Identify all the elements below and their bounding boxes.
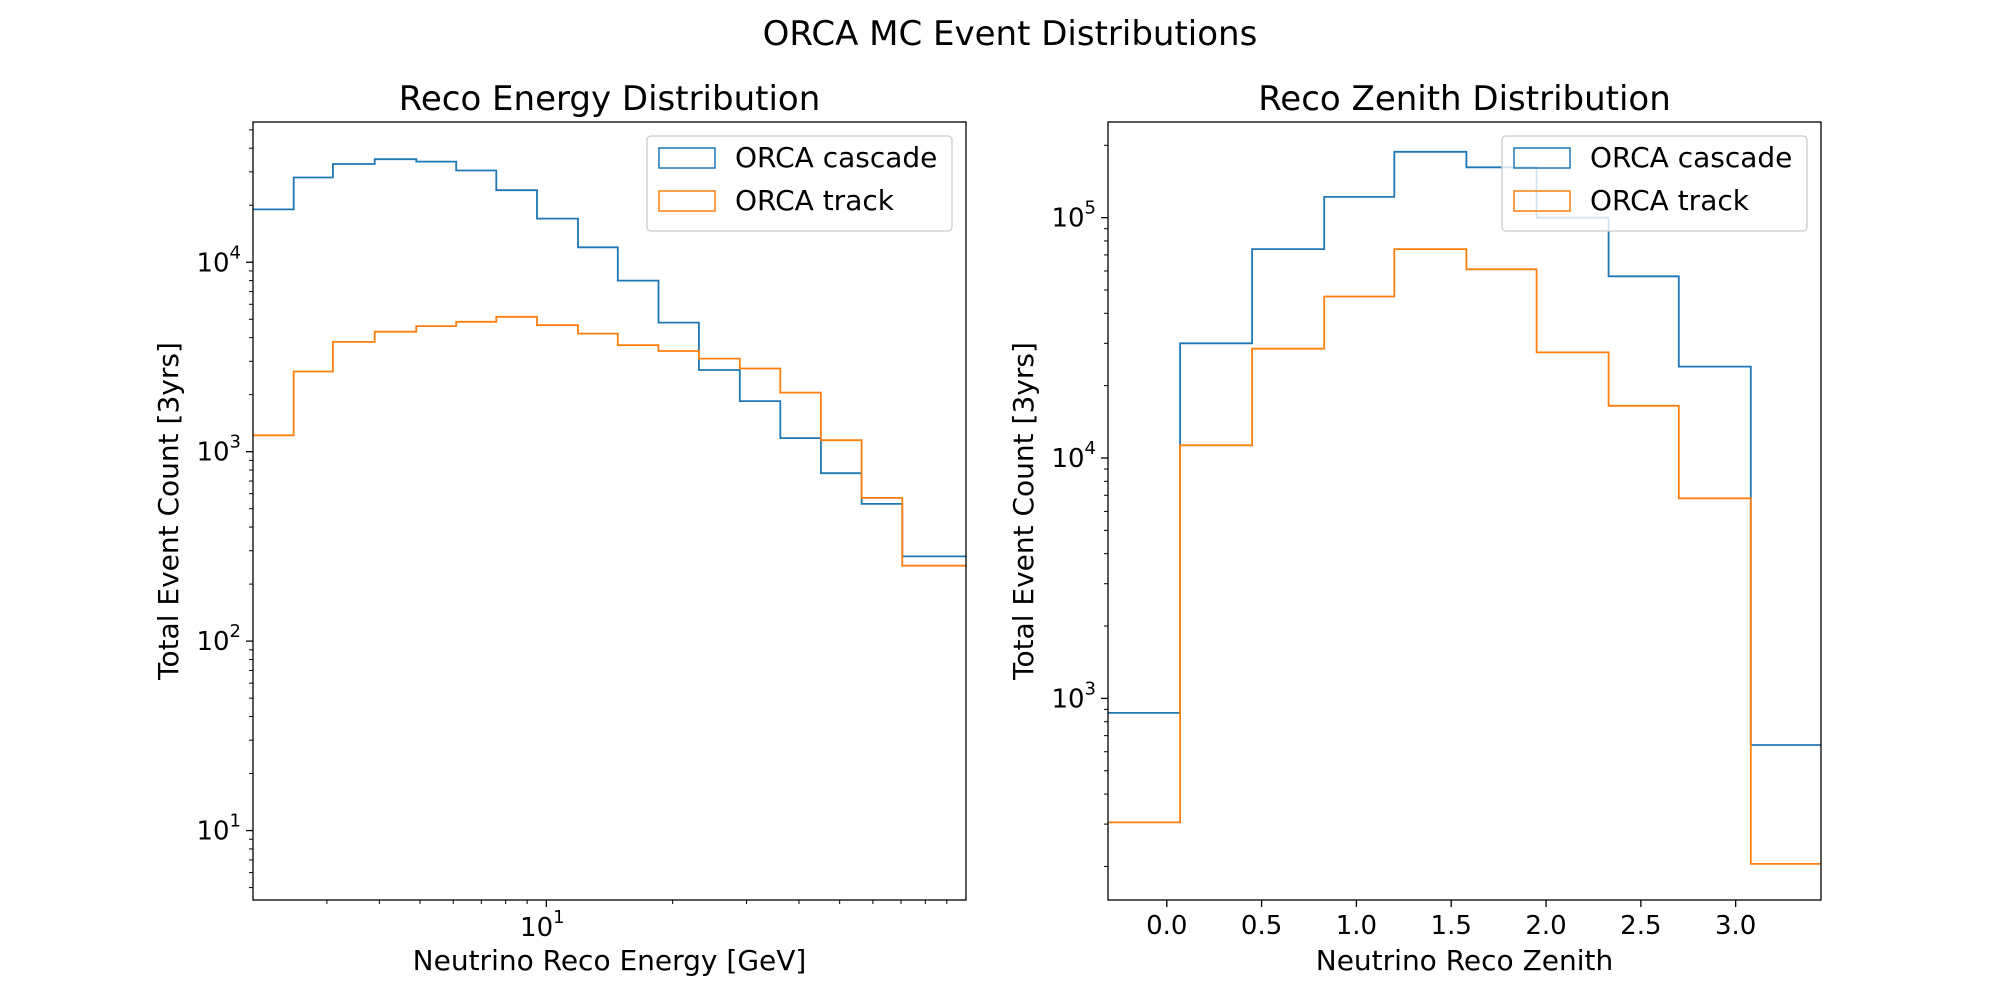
y-tick-label: 105: [1051, 198, 1096, 234]
x-tick-label: 3.0: [1715, 911, 1756, 941]
y-tick-label-exponent: 3: [1085, 678, 1096, 699]
y-tick-label: 101: [196, 811, 241, 847]
x-tick-label: 0.0: [1146, 911, 1187, 941]
y-tick-label-base: 10: [196, 817, 229, 847]
y-tick-label: 104: [1051, 438, 1096, 474]
x-tick-label: 2.0: [1525, 911, 1566, 941]
legend-box: [1501, 135, 1808, 232]
legend-box: [646, 135, 953, 232]
x-axis-label: Neutrino Reco Zenith: [1316, 944, 1613, 977]
x-tick-label: 1.0: [1336, 911, 1377, 941]
x-tick-label-base: 10: [520, 913, 553, 943]
legend-label: ORCA cascade: [735, 141, 937, 174]
y-tick-label-exponent: 5: [1085, 198, 1096, 219]
figure-title: ORCA MC Event Distributions: [763, 14, 1258, 54]
x-tick-label: 101: [520, 907, 565, 943]
y-axis-label: Total Event Count [3yrs]: [1007, 342, 1040, 681]
legend-label: ORCA cascade: [1590, 141, 1792, 174]
y-tick-label-base: 10: [196, 438, 229, 468]
y-tick-label: 104: [196, 242, 241, 278]
axes-frame: [252, 121, 967, 901]
y-axis-label: Total Event Count [3yrs]: [152, 342, 185, 681]
y-tick-label: 103: [196, 432, 241, 468]
y-tick-label: 102: [196, 621, 241, 657]
series-orca-cascade: [253, 158, 966, 558]
x-tick-label: 0.5: [1241, 911, 1282, 941]
y-tick-label-exponent: 1: [230, 811, 241, 832]
series-orca-track: [253, 315, 966, 567]
y-tick-label-base: 10: [1051, 684, 1084, 714]
y-tick-label-base: 10: [196, 248, 229, 278]
x-tick-label: 1.5: [1431, 911, 1472, 941]
y-tick-label-base: 10: [196, 627, 229, 657]
legend-label: ORCA track: [735, 184, 895, 217]
y-tick-label-exponent: 4: [230, 242, 241, 263]
legend-swatch: [1513, 190, 1571, 212]
y-tick-label-base: 10: [1051, 444, 1084, 474]
y-tick-label-exponent: 2: [230, 621, 241, 642]
legend-swatch: [1513, 147, 1571, 169]
series-orca-track: [1108, 248, 1821, 865]
legend-swatch: [658, 190, 716, 212]
y-tick-label: 103: [1051, 678, 1096, 714]
x-tick-label: 2.5: [1620, 911, 1661, 941]
y-tick-label-exponent: 3: [230, 432, 241, 453]
y-tick-label-exponent: 4: [1085, 438, 1096, 459]
axes-title: Reco Energy Distribution: [399, 79, 821, 119]
axes-title: Reco Zenith Distribution: [1258, 79, 1671, 119]
legend-swatch: [658, 147, 716, 169]
x-tick-label-exponent: 1: [553, 907, 564, 928]
y-tick-label-base: 10: [1051, 204, 1084, 234]
legend-label: ORCA track: [1590, 184, 1750, 217]
x-axis-label: Neutrino Reco Energy [GeV]: [413, 944, 807, 977]
series-orca-cascade: [1108, 150, 1821, 746]
